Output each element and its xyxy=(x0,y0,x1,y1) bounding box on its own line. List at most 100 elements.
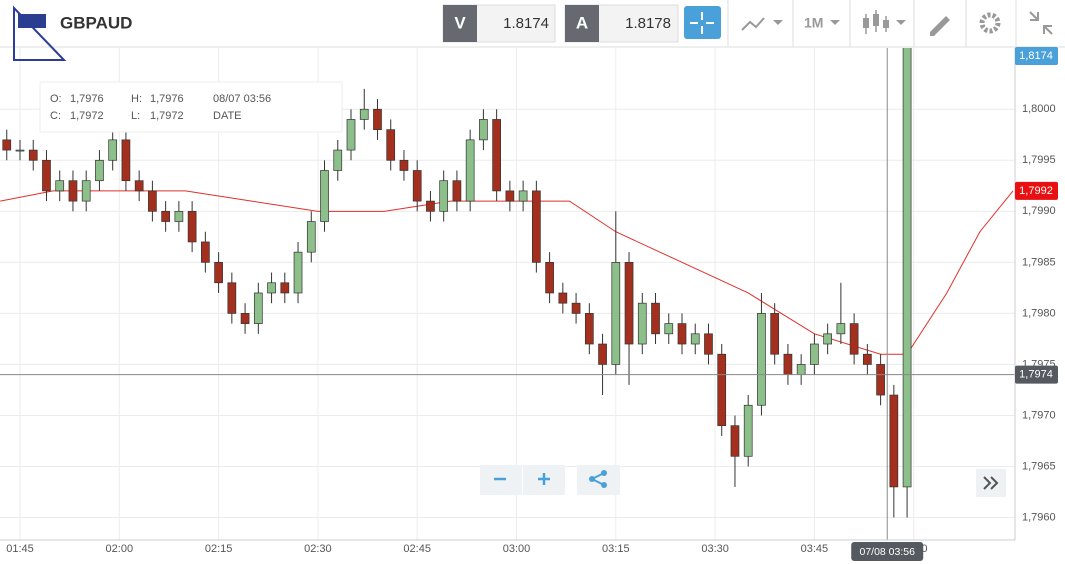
tooltip-date: 08/07 03:56 xyxy=(213,93,271,105)
crosshair-time-label: 07/08 03:56 xyxy=(859,546,915,558)
tooltip-label: O: xyxy=(50,93,62,105)
candle-body xyxy=(823,333,832,345)
candle-body xyxy=(863,353,872,365)
tooltip-label: L: xyxy=(131,110,140,122)
candle-body xyxy=(214,262,223,284)
tooltip-value: 1,7976 xyxy=(150,93,184,105)
dropdown-arrow xyxy=(830,20,840,25)
timeframe-button[interactable]: 1M xyxy=(804,15,823,31)
candle-body xyxy=(545,262,554,294)
candle-body xyxy=(796,364,806,375)
sell-button[interactable]: V 1.8174 xyxy=(442,4,556,43)
zoom-in-button[interactable] xyxy=(523,465,565,495)
candle-body xyxy=(15,149,25,152)
fullscreen-button[interactable] xyxy=(1029,11,1053,35)
candle-body xyxy=(55,180,65,192)
candle-body xyxy=(81,180,91,202)
y-tick-label: 1,7970 xyxy=(1022,409,1056,421)
y-tick-label: 1,7960 xyxy=(1022,511,1056,523)
x-tick-label: 03:00 xyxy=(503,543,531,555)
button-bg xyxy=(577,465,620,495)
crosshair-button[interactable] xyxy=(684,6,721,39)
candle-body xyxy=(505,190,515,202)
candle-body xyxy=(836,323,846,335)
candle-body xyxy=(492,119,501,192)
candle-body xyxy=(346,119,356,151)
candle-body xyxy=(465,139,475,202)
chart-type-button[interactable] xyxy=(741,17,765,31)
candle-body xyxy=(704,333,713,355)
candle-body xyxy=(148,190,157,212)
tooltip-value: 1,7972 xyxy=(150,110,184,122)
candle-body xyxy=(108,139,118,161)
y-tick-label: 1,7980 xyxy=(1022,307,1056,319)
x-tick-label: 02:15 xyxy=(205,543,233,555)
draw-button[interactable] xyxy=(930,16,950,36)
candle-body xyxy=(227,282,237,314)
candle-body xyxy=(134,180,144,192)
candle-body xyxy=(399,159,409,171)
candle-body xyxy=(373,108,382,131)
settings-button[interactable] xyxy=(979,12,1001,34)
share-button[interactable] xyxy=(577,465,620,495)
logo-triangle xyxy=(13,5,67,61)
candle-body xyxy=(518,190,528,202)
tooltip-label: H: xyxy=(131,93,142,105)
candle-body xyxy=(2,139,12,151)
candle-style-button[interactable] xyxy=(863,10,889,34)
x-tick-label: 01:45 xyxy=(6,543,34,555)
chevrons xyxy=(983,476,999,490)
candle-body xyxy=(426,200,435,212)
candle-body xyxy=(902,48,912,488)
x-tick-label: 03:15 xyxy=(602,543,630,555)
candle-body xyxy=(439,180,449,212)
candle-body xyxy=(359,108,369,120)
share-dot xyxy=(601,482,607,488)
candle-body xyxy=(637,302,647,345)
candle-body xyxy=(68,180,78,202)
price-tag-label: 1,7992 xyxy=(1019,185,1053,197)
y-tick-label: 1,7990 xyxy=(1022,205,1056,217)
candle-body xyxy=(174,210,184,222)
candle-body xyxy=(161,210,170,222)
y-tick-label: 1,8000 xyxy=(1022,103,1056,115)
plus-icon xyxy=(538,473,550,485)
buy-button[interactable]: A 1.8178 xyxy=(564,4,679,43)
sell-label-bg xyxy=(443,5,477,42)
sell-price: 1.8174 xyxy=(503,15,549,32)
crosshair-bg xyxy=(684,6,721,39)
price-tag xyxy=(1015,47,1058,65)
flag-icon xyxy=(18,14,46,28)
candle-body xyxy=(810,343,819,365)
y-tick-label: 1,7965 xyxy=(1022,460,1056,472)
candle-body xyxy=(849,323,859,355)
dropdown-arrow xyxy=(773,20,783,25)
share-dot xyxy=(601,470,607,476)
x-tick-label: 02:30 xyxy=(304,543,332,555)
candle-body xyxy=(584,313,594,345)
candle-icon xyxy=(863,18,869,28)
ohlc-tooltip xyxy=(39,81,343,133)
tooltip-value: 1,7972 xyxy=(70,110,104,122)
zoom-out-button[interactable] xyxy=(480,465,522,495)
candle-body xyxy=(95,159,104,182)
overlay: 07/08 03:56 1,8174 1,7992 1,7974 xyxy=(851,47,1058,561)
price-tag-label: 1,7974 xyxy=(1019,369,1053,381)
candle-body xyxy=(558,292,568,304)
candle-body xyxy=(412,170,422,202)
share-dot xyxy=(589,476,595,482)
candle-body xyxy=(201,241,210,263)
candle-icon xyxy=(883,20,889,28)
x-tick-label: 03:45 xyxy=(801,543,829,555)
buy-price: 1.8178 xyxy=(625,15,671,32)
candle-body xyxy=(532,190,541,263)
buy-label-bg xyxy=(565,5,599,42)
candle-body xyxy=(783,353,793,375)
candle-body xyxy=(42,159,51,192)
candle-body xyxy=(757,313,766,406)
candle-body xyxy=(743,404,753,457)
candle-body xyxy=(28,149,38,161)
x-tick-label: 03:30 xyxy=(701,543,729,555)
scroll-right-button[interactable] xyxy=(976,469,1006,497)
